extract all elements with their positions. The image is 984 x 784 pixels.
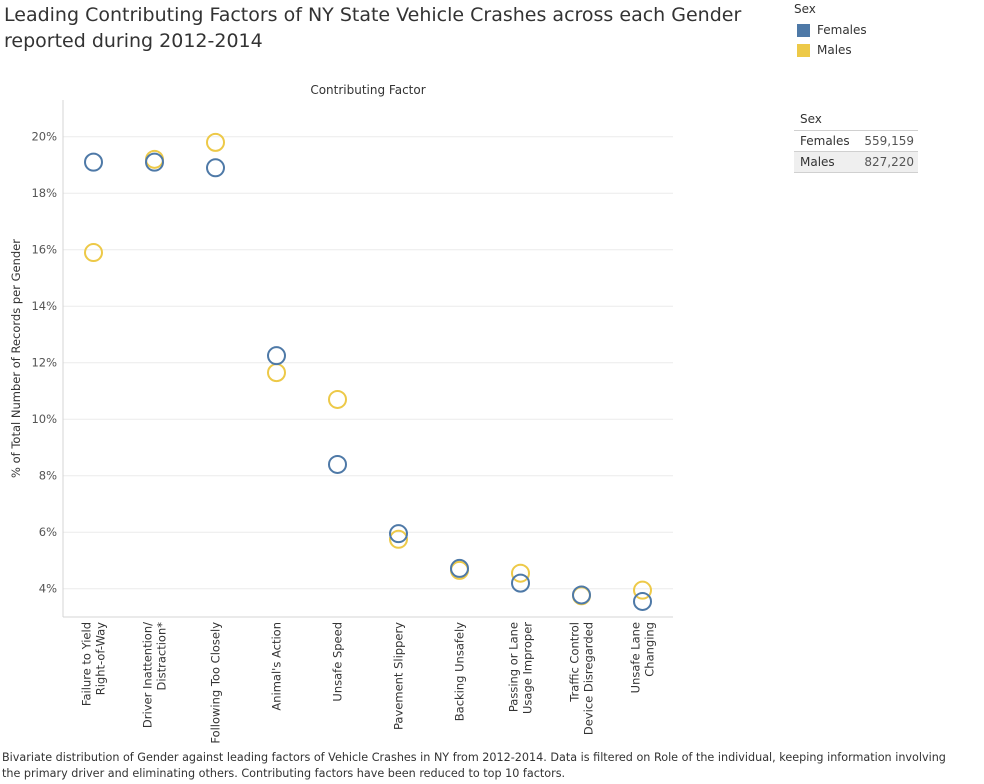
data-point-females (84, 152, 103, 172)
x-tick-label: Failure to Yield (80, 622, 94, 706)
x-tick-label: Backing Unsafely (453, 622, 467, 721)
data-point-females (328, 454, 347, 474)
summary-row-females[interactable]: Females 559,159 (794, 131, 918, 152)
legend-swatch-females (797, 23, 810, 37)
x-tick-label: Usage Improper (521, 622, 535, 714)
x-axis-title: Contributing Factor (310, 83, 425, 97)
x-tick-label: Distraction* (155, 622, 169, 691)
y-tick-label: 8% (39, 469, 57, 483)
data-point-females (450, 558, 469, 578)
y-axis-title: % of Total Number of Records per Gender (9, 239, 23, 478)
x-tick-label: Unsafe Lane (629, 622, 643, 693)
legend-swatch-males (797, 43, 810, 57)
summary-table: Sex Females 559,159 Males 827,220 (794, 112, 918, 173)
x-tick-label: Device Disregarded (582, 622, 596, 735)
summary-value: 827,220 (864, 155, 914, 169)
y-tick-label: 14% (31, 299, 57, 313)
chart-caption: Bivariate distribution of Gender against… (2, 751, 946, 780)
legend-label-males: Males (817, 43, 852, 57)
legend-item-females[interactable]: Females (794, 20, 867, 40)
chart-title: Leading Contributing Factors of NY State… (4, 4, 742, 52)
y-tick-label: 16% (31, 243, 57, 257)
data-point-females (206, 158, 225, 178)
data-point-females (389, 524, 408, 544)
data-point-females (633, 591, 652, 611)
summary-value: 559,159 (864, 134, 914, 148)
y-tick-label: 20% (31, 130, 57, 144)
y-tick-label: 18% (31, 186, 57, 200)
color-legend[interactable]: Sex Females Males (794, 2, 867, 60)
summary-title: Sex (794, 112, 918, 131)
data-point-males (633, 580, 652, 600)
summary-label: Males (800, 155, 835, 169)
scatter-chart: Contributing Factor % of Total Number of … (9, 83, 673, 744)
x-tick-label: Pavement Slippery (392, 622, 406, 730)
data-point-males (511, 563, 530, 583)
data-point-females (145, 152, 164, 172)
legend-item-males[interactable]: Males (794, 40, 867, 60)
legend-title: Sex (794, 2, 816, 16)
data-point-females (572, 585, 591, 605)
data-point-females (267, 346, 286, 366)
x-tick-label: Following Too Closely (209, 622, 223, 744)
y-tick-label: 6% (39, 525, 57, 539)
data-point-males (206, 132, 225, 152)
x-tick-label: Driver Inattention/ (141, 622, 155, 728)
data-point-females (511, 573, 530, 593)
data-point-males (389, 529, 408, 549)
legend-label-females: Females (817, 23, 867, 37)
data-point-males (328, 389, 347, 409)
x-tick-label: Traffic Control (568, 622, 582, 703)
x-tick-label: Changing (643, 622, 657, 677)
x-tick-label: Unsafe Speed (331, 622, 345, 702)
data-point-males (267, 363, 286, 383)
x-tick-label: Right-of-Way (94, 622, 108, 695)
summary-label: Females (800, 134, 850, 148)
y-tick-label: 4% (39, 582, 57, 596)
summary-row-males[interactable]: Males 827,220 (794, 152, 918, 173)
y-tick-label: 12% (31, 356, 57, 370)
data-point-males (84, 243, 103, 263)
x-tick-label: Passing or Lane (507, 622, 521, 712)
y-tick-label: 10% (31, 412, 57, 426)
x-tick-label: Animal's Action (270, 622, 284, 711)
